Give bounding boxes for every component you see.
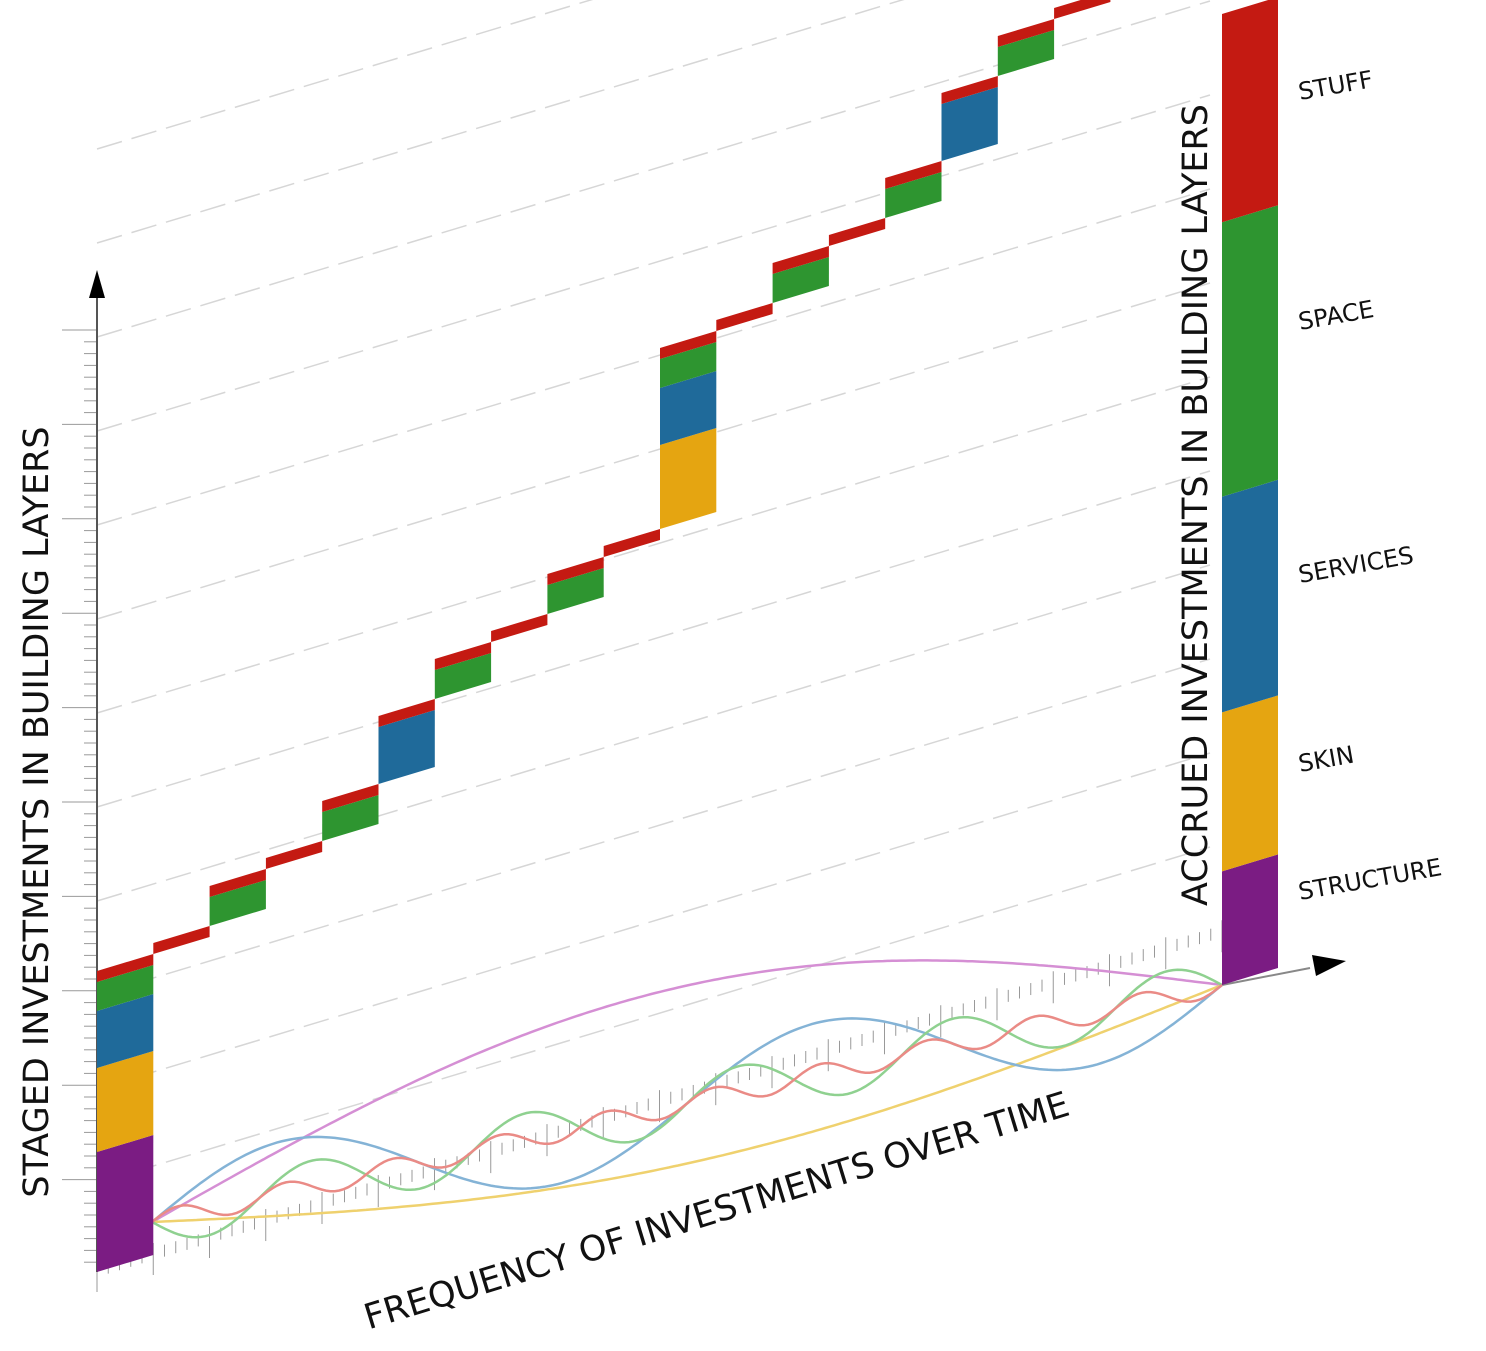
step-services-segment — [660, 371, 717, 445]
step-structure-segment — [97, 1135, 154, 1272]
guideline — [96, 846, 1211, 1184]
right-axis-label: ACCRUED INVESTMENTS IN BUILDING LAYERS — [1176, 104, 1216, 906]
step-stuff-segment — [828, 218, 886, 246]
y-axis-label: STAGED INVESTMENTS IN BUILDING LAYERS — [17, 426, 57, 1197]
accrued-investment-bar — [1222, 0, 1278, 985]
step-stuff-segment — [660, 331, 717, 359]
step-stuff-segment — [997, 19, 1055, 47]
step-space-segment — [547, 568, 604, 614]
step-stuff-segment — [603, 529, 660, 557]
x-axis — [1221, 967, 1311, 986]
y-axis-arrowhead — [89, 270, 105, 298]
step-stuff-segment — [716, 303, 773, 331]
guideline — [96, 752, 1211, 1090]
step-stuff-segment — [772, 246, 829, 274]
step-stuff-segment — [322, 784, 379, 812]
step-space-segment — [209, 880, 266, 926]
guideline — [96, 0, 1211, 338]
accrued-skin-segment — [1222, 695, 1278, 872]
guideline — [96, 658, 1211, 996]
step-space-segment — [434, 653, 492, 699]
axis-ticks — [62, 329, 1223, 1292]
step-services-segment — [378, 710, 435, 784]
guideline — [96, 376, 1211, 714]
step-services-segment — [97, 994, 154, 1068]
step-skin-segment — [660, 428, 717, 529]
accrued-services-segment — [1222, 479, 1278, 713]
step-space-segment — [885, 172, 942, 218]
skin-wave — [151, 983, 1223, 1224]
x-axis-arrowhead — [1312, 955, 1346, 976]
step-stuff-segment — [491, 614, 548, 642]
legend-label-stuff: STUFF — [1296, 65, 1375, 106]
step-stuff-segment — [547, 557, 604, 585]
accrued-space-segment — [1222, 205, 1278, 497]
layer-legend: STRUCTURE SKIN SERVICES SPACE STUFF — [1296, 65, 1444, 906]
guideline — [96, 0, 594, 150]
step-space-segment — [97, 965, 154, 1011]
guideline — [96, 282, 1211, 620]
legend-label-structure: STRUCTURE — [1296, 853, 1444, 906]
step-stuff-segment — [265, 841, 323, 869]
step-stuff-segment — [378, 699, 435, 727]
step-skin-segment — [97, 1051, 154, 1152]
step-services-segment — [941, 87, 998, 161]
frequency-waves — [151, 959, 1223, 1239]
step-stuff-segment — [941, 76, 998, 104]
step-stuff-segment — [1054, 0, 1111, 19]
legend-label-space: SPACE — [1296, 295, 1376, 336]
step-stuff-segment — [97, 954, 154, 982]
legend-label-skin: SKIN — [1296, 741, 1356, 778]
step-space-segment — [772, 257, 829, 303]
accrued-structure-segment — [1222, 854, 1278, 985]
accrued-stuff-segment — [1222, 0, 1278, 223]
step-space-segment — [660, 342, 717, 388]
guideline — [96, 470, 1211, 808]
step-space-segment — [997, 30, 1055, 76]
step-stuff-segment — [153, 926, 210, 954]
stuff-wave — [151, 984, 1223, 1223]
structure-wave — [151, 959, 1223, 1224]
guideline — [96, 94, 1211, 432]
step-stuff-segment — [209, 869, 266, 897]
legend-label-services: SERVICES — [1296, 541, 1416, 589]
x-axis-label: FREQUENCY OF INVESTMENTS OVER TIME — [360, 1085, 1075, 1338]
step-space-segment — [322, 795, 379, 841]
guideline — [96, 564, 1211, 902]
guideline — [96, 0, 905, 244]
dashed-guidelines — [96, 0, 1211, 1184]
staged-investment-steps — [97, 0, 1111, 1272]
step-stuff-segment — [885, 161, 942, 189]
step-stuff-segment — [434, 642, 492, 670]
guideline — [96, 188, 1211, 526]
